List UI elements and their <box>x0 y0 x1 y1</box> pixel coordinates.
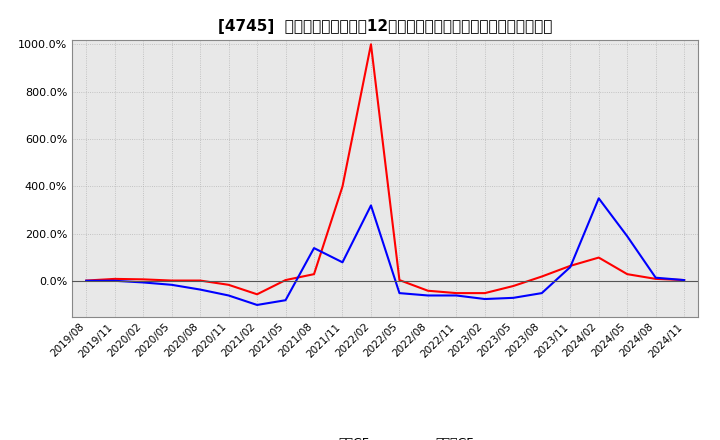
営業CF <box>167 278 176 283</box>
フリーCF <box>680 278 688 283</box>
フリーCF <box>253 302 261 308</box>
営業CF <box>110 276 119 282</box>
Legend: 営業CF, フリーCF: 営業CF, フリーCF <box>292 432 479 440</box>
フリーCF <box>509 295 518 301</box>
営業CF <box>282 278 290 283</box>
フリーCF <box>82 278 91 283</box>
営業CF <box>452 290 461 296</box>
フリーCF <box>423 293 432 298</box>
フリーCF <box>310 246 318 251</box>
Line: フリーCF: フリーCF <box>86 198 684 305</box>
営業CF <box>395 278 404 283</box>
営業CF <box>196 278 204 283</box>
フリーCF <box>395 290 404 296</box>
営業CF <box>423 288 432 293</box>
フリーCF <box>110 278 119 283</box>
営業CF <box>338 184 347 189</box>
営業CF <box>82 278 91 283</box>
フリーCF <box>225 293 233 298</box>
営業CF <box>225 282 233 287</box>
営業CF <box>139 277 148 282</box>
営業CF <box>680 278 688 283</box>
フリーCF <box>652 275 660 280</box>
Line: 営業CF: 営業CF <box>86 44 684 294</box>
フリーCF <box>196 287 204 292</box>
営業CF <box>509 283 518 289</box>
フリーCF <box>452 293 461 298</box>
営業CF <box>537 274 546 279</box>
営業CF <box>566 263 575 268</box>
フリーCF <box>282 297 290 303</box>
フリーCF <box>139 280 148 285</box>
フリーCF <box>566 264 575 270</box>
営業CF <box>623 271 631 277</box>
営業CF <box>595 255 603 260</box>
フリーCF <box>338 260 347 265</box>
営業CF <box>310 271 318 277</box>
フリーCF <box>167 282 176 287</box>
フリーCF <box>623 234 631 239</box>
営業CF <box>480 290 489 296</box>
フリーCF <box>366 203 375 208</box>
フリーCF <box>595 196 603 201</box>
営業CF <box>366 42 375 47</box>
営業CF <box>253 292 261 297</box>
フリーCF <box>480 297 489 302</box>
営業CF <box>652 276 660 282</box>
Title: [4745]  キャッシュフローの12か月移動合計の対前年同期増減率の推移: [4745] キャッシュフローの12か月移動合計の対前年同期増減率の推移 <box>218 19 552 34</box>
フリーCF <box>537 290 546 296</box>
